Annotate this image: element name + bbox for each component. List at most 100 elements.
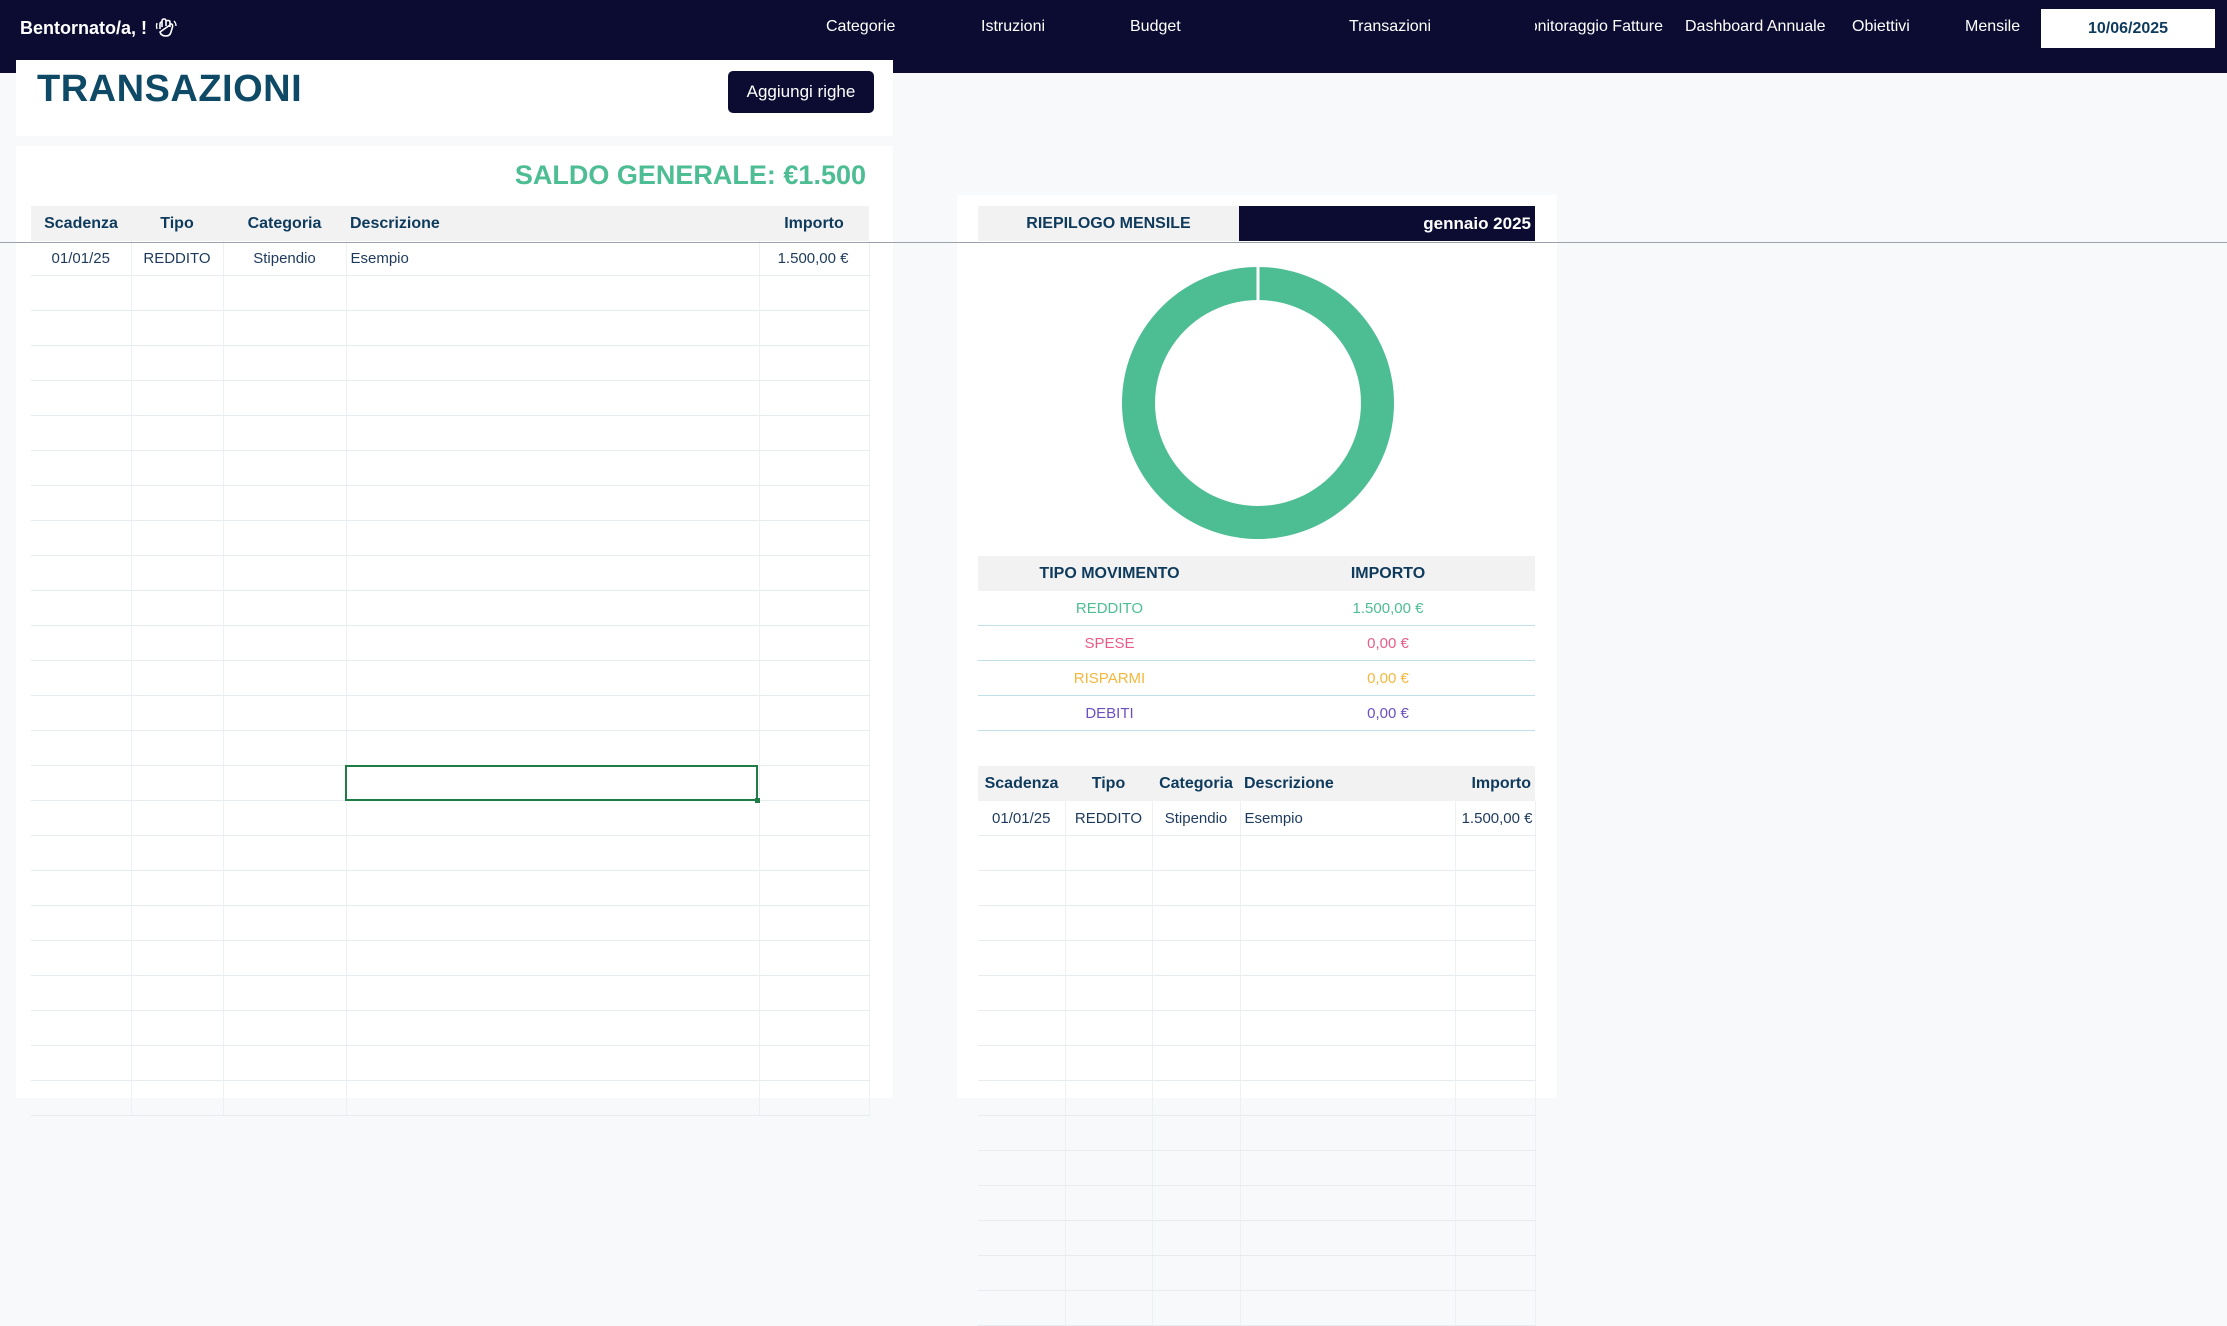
empty-cell[interactable] xyxy=(346,870,760,906)
cell-importo[interactable]: 1.500,00 € xyxy=(759,241,870,276)
empty-cell[interactable] xyxy=(1455,1220,1536,1256)
empty-cell[interactable] xyxy=(223,975,347,1011)
empty-cell[interactable] xyxy=(346,835,760,871)
col-categoria[interactable]: Categoria xyxy=(223,206,346,241)
empty-cell[interactable] xyxy=(1240,1185,1456,1221)
cell-categoria[interactable]: Stipendio xyxy=(1152,801,1241,836)
empty-cell[interactable] xyxy=(223,275,347,311)
cell-descrizione[interactable]: Esempio xyxy=(346,241,760,276)
empty-cell[interactable] xyxy=(1240,975,1456,1011)
empty-cell[interactable] xyxy=(223,450,347,486)
empty-cell[interactable] xyxy=(1152,975,1241,1011)
empty-row[interactable] xyxy=(31,765,870,801)
empty-cell[interactable] xyxy=(223,905,347,941)
empty-cell[interactable] xyxy=(1152,1185,1241,1221)
empty-cell[interactable] xyxy=(223,1080,347,1116)
empty-row[interactable] xyxy=(31,695,870,731)
empty-cell[interactable] xyxy=(223,345,347,381)
empty-cell[interactable] xyxy=(1065,1150,1153,1186)
empty-cell[interactable] xyxy=(1152,1220,1241,1256)
empty-cell[interactable] xyxy=(346,800,760,836)
empty-cell[interactable] xyxy=(223,310,347,346)
empty-cell[interactable] xyxy=(978,1045,1066,1081)
empty-cell[interactable] xyxy=(131,450,224,486)
empty-cell[interactable] xyxy=(978,1080,1066,1116)
empty-cell[interactable] xyxy=(978,1115,1066,1151)
empty-row[interactable] xyxy=(978,1080,1536,1116)
empty-row[interactable] xyxy=(978,870,1536,906)
empty-cell[interactable] xyxy=(1065,835,1153,871)
empty-cell[interactable] xyxy=(131,485,224,521)
empty-cell[interactable] xyxy=(1152,1080,1241,1116)
empty-row[interactable] xyxy=(31,485,870,521)
empty-cell[interactable] xyxy=(346,730,760,766)
empty-row[interactable] xyxy=(31,905,870,941)
empty-cell[interactable] xyxy=(131,555,224,591)
empty-cell[interactable] xyxy=(346,310,760,346)
empty-cell[interactable] xyxy=(31,800,132,836)
empty-cell[interactable] xyxy=(759,520,870,556)
empty-cell[interactable] xyxy=(1152,870,1241,906)
empty-cell[interactable] xyxy=(1065,1115,1153,1151)
empty-cell[interactable] xyxy=(131,940,224,976)
empty-cell[interactable] xyxy=(759,590,870,626)
empty-cell[interactable] xyxy=(759,940,870,976)
empty-cell[interactable] xyxy=(31,1045,132,1081)
empty-cell[interactable] xyxy=(1240,835,1456,871)
empty-cell[interactable] xyxy=(1240,1290,1456,1326)
empty-cell[interactable] xyxy=(131,905,224,941)
empty-cell[interactable] xyxy=(31,765,132,801)
empty-cell[interactable] xyxy=(346,380,760,416)
empty-row[interactable] xyxy=(31,870,870,906)
empty-cell[interactable] xyxy=(223,870,347,906)
col-scadenza[interactable]: Scadenza xyxy=(31,206,131,241)
empty-cell[interactable] xyxy=(31,870,132,906)
empty-cell[interactable] xyxy=(31,1010,132,1046)
empty-cell[interactable] xyxy=(131,870,224,906)
empty-cell[interactable] xyxy=(31,905,132,941)
empty-row[interactable] xyxy=(978,1255,1536,1291)
empty-cell[interactable] xyxy=(131,835,224,871)
empty-cell[interactable] xyxy=(131,765,224,801)
empty-cell[interactable] xyxy=(31,975,132,1011)
empty-cell[interactable] xyxy=(223,1045,347,1081)
empty-cell[interactable] xyxy=(1455,1080,1536,1116)
empty-cell[interactable] xyxy=(978,1220,1066,1256)
empty-cell[interactable] xyxy=(759,975,870,1011)
empty-cell[interactable] xyxy=(759,905,870,941)
empty-cell[interactable] xyxy=(1152,1010,1241,1046)
empty-cell[interactable] xyxy=(1152,1290,1241,1326)
empty-row[interactable] xyxy=(31,310,870,346)
empty-cell[interactable] xyxy=(1065,1290,1153,1326)
empty-cell[interactable] xyxy=(31,625,132,661)
empty-cell[interactable] xyxy=(1152,1115,1241,1151)
empty-cell[interactable] xyxy=(978,870,1066,906)
empty-row[interactable] xyxy=(31,275,870,311)
empty-row[interactable] xyxy=(31,415,870,451)
empty-cell[interactable] xyxy=(1240,905,1456,941)
empty-cell[interactable] xyxy=(1455,1115,1536,1151)
empty-cell[interactable] xyxy=(1455,1185,1536,1221)
empty-cell[interactable] xyxy=(978,1150,1066,1186)
empty-cell[interactable] xyxy=(1065,1220,1153,1256)
empty-cell[interactable] xyxy=(1152,1045,1241,1081)
empty-row[interactable] xyxy=(978,835,1536,871)
empty-row[interactable] xyxy=(31,800,870,836)
empty-cell[interactable] xyxy=(1240,1010,1456,1046)
empty-cell[interactable] xyxy=(1065,975,1153,1011)
empty-cell[interactable] xyxy=(223,730,347,766)
empty-cell[interactable] xyxy=(759,485,870,521)
cell-tipo[interactable]: REDDITO xyxy=(131,241,224,276)
empty-cell[interactable] xyxy=(759,345,870,381)
empty-cell[interactable] xyxy=(346,450,760,486)
empty-cell[interactable] xyxy=(1240,1150,1456,1186)
cell-descrizione[interactable]: Esempio xyxy=(1240,801,1456,836)
empty-row[interactable] xyxy=(978,1220,1536,1256)
empty-cell[interactable] xyxy=(31,695,132,731)
empty-cell[interactable] xyxy=(223,835,347,871)
empty-cell[interactable] xyxy=(759,870,870,906)
empty-cell[interactable] xyxy=(31,345,132,381)
empty-cell[interactable] xyxy=(1065,1185,1153,1221)
empty-cell[interactable] xyxy=(759,730,870,766)
empty-row[interactable] xyxy=(978,1290,1536,1326)
